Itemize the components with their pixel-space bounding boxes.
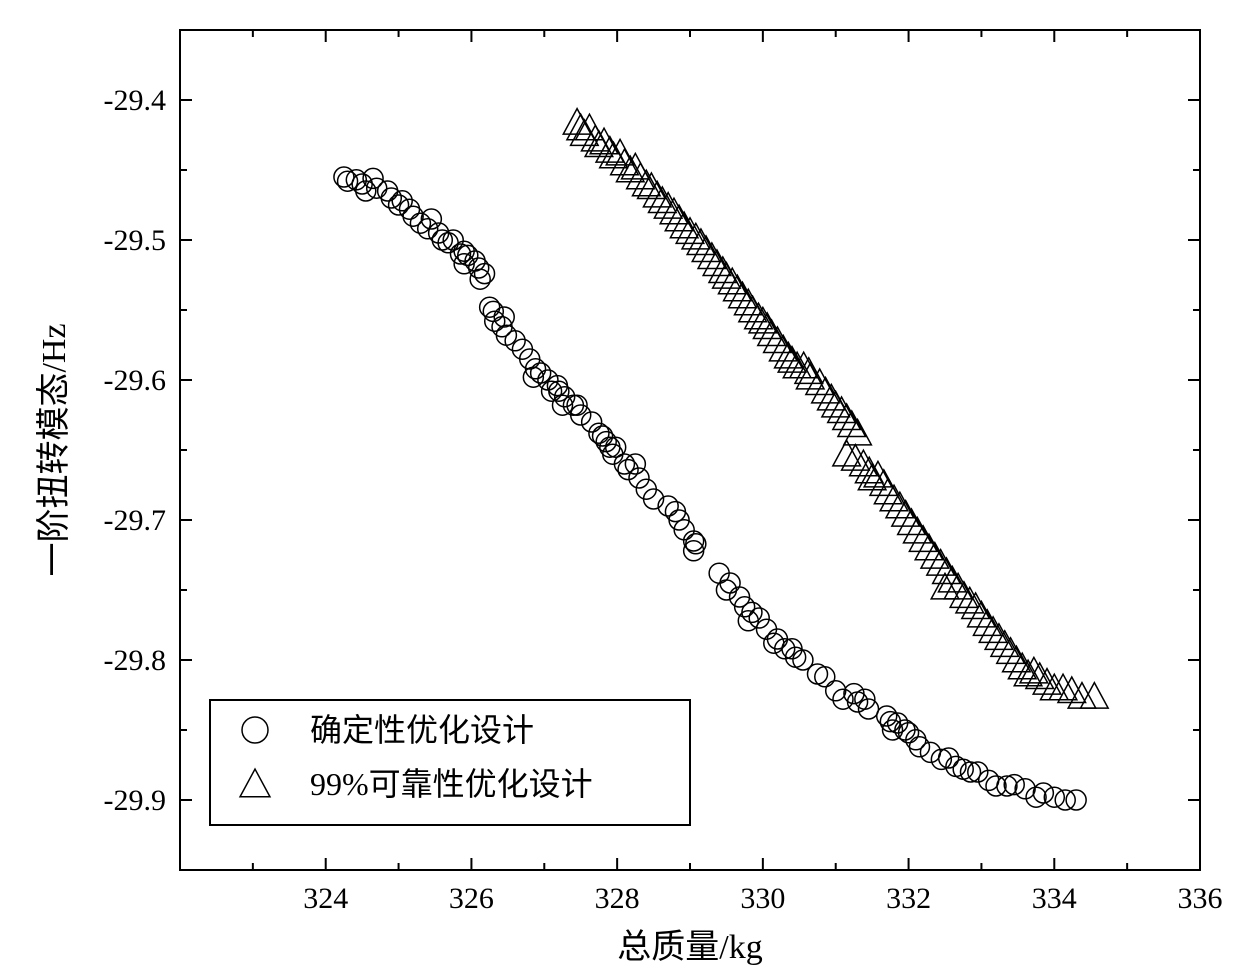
- x-axis-label: 总质量/kg: [617, 928, 762, 966]
- x-tick-label: 324: [303, 882, 348, 915]
- x-tick-label: 334: [1032, 882, 1077, 915]
- y-tick-label: -29.4: [104, 84, 167, 117]
- y-tick-label: -29.7: [104, 504, 167, 537]
- y-axis-label: 一阶扭转模态/Hz: [35, 323, 73, 576]
- y-tick-label: -29.8: [104, 644, 167, 677]
- y-tick-label: -29.6: [104, 364, 167, 397]
- y-tick-label: -29.9: [104, 784, 167, 817]
- x-tick-label: 326: [449, 882, 494, 915]
- x-tick-label: 336: [1178, 882, 1223, 915]
- y-tick-label: -29.5: [104, 224, 167, 257]
- legend-label: 确定性优化设计: [310, 712, 534, 748]
- chart-svg: 324 326 328 330 332 334 336 总质量/kg -29.4 -29.5 -29…: [0, 0, 1240, 980]
- x-tick-label: 330: [740, 882, 785, 915]
- series-reliable99: [563, 109, 1108, 709]
- x-tick-label: 328: [595, 882, 640, 915]
- x-tick-label: 332: [886, 882, 931, 915]
- scatter-chart: 324 326 328 330 332 334 336 总质量/kg -29.4 -29.5 -29…: [0, 0, 1240, 980]
- legend-label: 99%可靠性优化设计: [310, 766, 593, 802]
